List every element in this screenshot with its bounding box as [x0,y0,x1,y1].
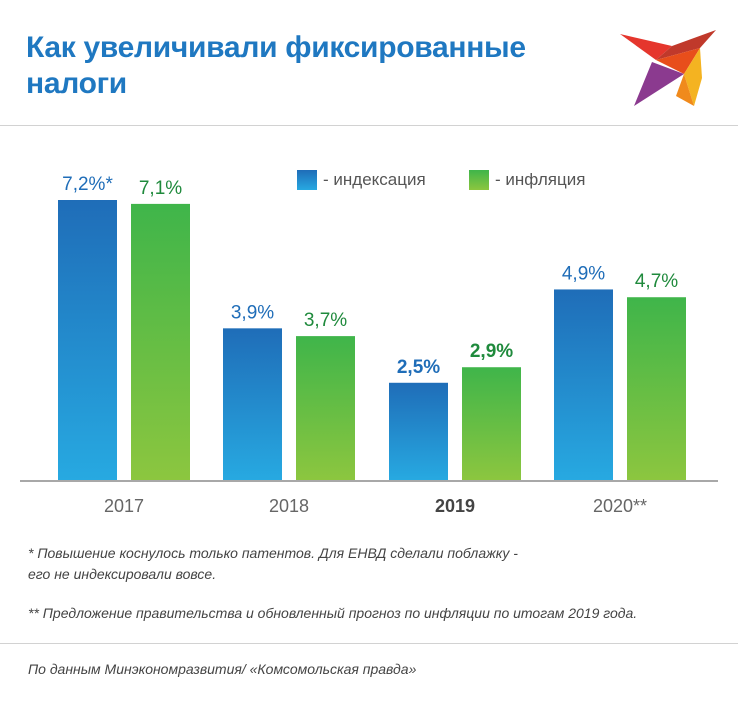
x-tick-label-3: 2020** [593,496,647,516]
bar-inflation-1 [296,336,355,480]
legend-item-indexation: - индексация [297,168,426,192]
bar-indexation-1 [223,328,282,480]
legend-label-indexation: - индексация [323,170,426,189]
data-label-inflation-2: 2,9% [470,341,513,362]
legend-label-inflation: - инфляция [495,170,586,189]
legend-swatch-inflation [469,170,489,190]
labels-layer: 7,2%* 7,1% 2017 3,9% 3,7% 2018 2,5% 2,9% 2019 4,9… [62,174,678,516]
bar-indexation-0 [58,200,117,480]
data-label-inflation-0: 7,1% [139,178,182,199]
bars-layer [58,200,686,480]
bar-chart: 7,2%* 7,1% 2017 3,9% 3,7% 2018 2,5% 2,9% 2019 4,9… [20,174,718,516]
title-divider [0,125,738,126]
footnote-1-line-1: * Повышение коснулось только патентов. Д… [28,545,518,561]
data-label-indexation-0: 7,2%* [62,174,113,195]
legend-swatch-indexation [297,170,317,190]
footnote-2: ** Предложение правительства и обновленн… [28,605,638,621]
bar-inflation-2 [462,367,521,480]
page-title: Как увеличивали фиксированные налоги [26,31,526,100]
data-label-inflation-1: 3,7% [304,310,347,331]
bar-inflation-0 [131,203,190,480]
x-tick-label-2: 2019 [435,496,475,516]
legend-item-inflation: - инфляция [469,168,585,192]
source-note: По данным Минэкономразвития/ «Комсомольс… [28,661,417,677]
bird-logo-icon [620,30,716,106]
footnote-1-line-2: его не индексировали вовсе. [28,566,217,582]
x-tick-label-0: 2017 [104,496,144,516]
bar-indexation-2 [389,382,448,480]
bar-inflation-3 [627,297,686,480]
source-divider [0,643,738,644]
data-label-indexation-1: 3,9% [231,302,274,323]
bar-indexation-3 [554,289,613,480]
data-label-inflation-3: 4,7% [635,271,678,292]
data-label-indexation-3: 4,9% [562,263,605,284]
data-label-indexation-2: 2,5% [397,357,440,378]
x-tick-label-1: 2018 [269,496,309,516]
